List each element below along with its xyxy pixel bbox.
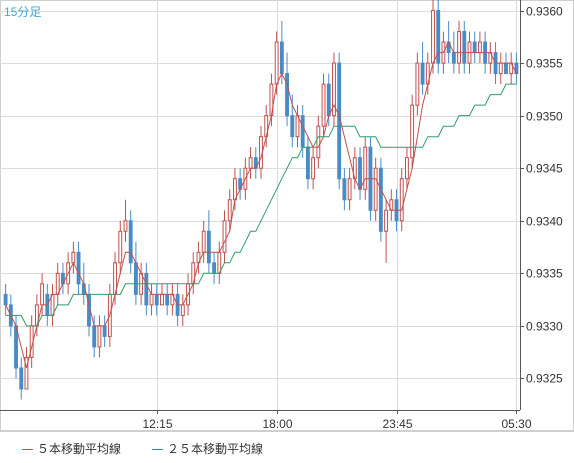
x-tick-label: 05:30 [501, 417, 531, 431]
candle-body-up [363, 146, 368, 190]
candle-body-up [201, 230, 206, 253]
candle-body-down [358, 157, 362, 190]
candle-body-down [279, 41, 284, 75]
candle-body-down [290, 115, 295, 138]
candle-body-up [347, 178, 352, 201]
legend-label-ma5: ５本移動平均線 [37, 442, 122, 456]
candle-body-up [248, 157, 253, 169]
candle-body-down [165, 293, 170, 306]
candle-body-up [405, 157, 409, 180]
candle-body-up [384, 209, 389, 232]
y-tick-label: 0.9325 [526, 372, 563, 386]
candle-body-down [92, 325, 97, 348]
candle-body-up [118, 230, 123, 264]
candle-body-up [180, 304, 185, 316]
candle-body-down [14, 325, 18, 369]
candle-body-down [436, 10, 441, 64]
candle-body-up [71, 251, 76, 264]
candle-body-down [504, 62, 508, 75]
ma25-line [5, 83, 517, 327]
candle-body-up [274, 41, 279, 85]
candle-body-down [326, 83, 331, 117]
candle-body-down [144, 272, 149, 306]
candle-body-down [342, 178, 347, 201]
legend-item-ma25: ２５本移動平均線 [152, 440, 263, 457]
y-tick-label: 0.9355 [526, 57, 563, 71]
candle-body-down [19, 367, 24, 390]
candle-body-down [472, 41, 477, 54]
candle-body-down [285, 73, 289, 117]
candle-body-down [420, 62, 425, 85]
candle-body-up [160, 293, 164, 306]
candle-body-up [477, 41, 482, 54]
candle-body-up [295, 115, 300, 138]
y-tick-label: 0.9340 [526, 215, 563, 229]
candle-body-up [149, 293, 154, 306]
legend: ５本移動平均線 ２５本移動平均線 [0, 431, 574, 463]
candle-body-down [451, 52, 456, 64]
candle-body-down [212, 262, 217, 274]
candle-body-down [206, 230, 211, 264]
y-tick-label: 0.9330 [526, 320, 563, 334]
legend-label-ma25: ２５本移動平均線 [167, 442, 264, 456]
candle-body-up [498, 62, 503, 75]
candle-body-up [24, 356, 29, 390]
timeframe-label: 15分足 [4, 5, 42, 19]
candle-body-down [76, 251, 81, 285]
candle-body-down [378, 167, 383, 232]
candle-body-down [102, 325, 107, 337]
candle-body-down [154, 293, 159, 306]
candle-body-up [373, 167, 378, 211]
x-tick-label: 12:15 [142, 417, 172, 431]
legend-swatch-ma25 [152, 449, 163, 451]
candle-body-up [321, 83, 326, 127]
candle-body-up [415, 62, 420, 106]
candle-body-down [462, 31, 467, 64]
legend-swatch-ma5 [22, 449, 33, 451]
candle-body-down [305, 146, 310, 180]
candle-body-up [97, 325, 102, 348]
candle-body-up [410, 104, 415, 159]
candle-body-up [311, 157, 316, 180]
candle-body-down [3, 293, 8, 306]
candle-body-down [300, 115, 305, 148]
ma5-line [5, 40, 517, 369]
x-tick-label: 18:00 [262, 417, 292, 431]
candle-body-up [222, 220, 227, 253]
candle-body-down [133, 262, 138, 295]
legend-item-ma5: ５本移動平均線 [22, 440, 121, 457]
candle-body-up [316, 125, 321, 159]
y-tick-label: 0.9345 [526, 162, 563, 176]
candle-body-up [332, 62, 336, 117]
y-tick-label: 0.9335 [526, 267, 563, 281]
candle-body-up [431, 10, 435, 64]
y-tick-label: 0.9350 [526, 110, 563, 124]
candlestick-chart: 0.9325 0.9330 0.9335 0.9340 0.9345 0.9350 0.93… [0, 0, 574, 431]
y-tick-label: 0.9360 [526, 5, 563, 19]
candle-body-up [457, 31, 461, 64]
x-tick-label: 23:45 [382, 417, 412, 431]
candle-body-up [227, 199, 232, 222]
candle-body-up [123, 220, 128, 232]
candle-body-up [40, 283, 45, 306]
candle-body-up [399, 178, 404, 222]
candle-body-down [128, 220, 133, 264]
